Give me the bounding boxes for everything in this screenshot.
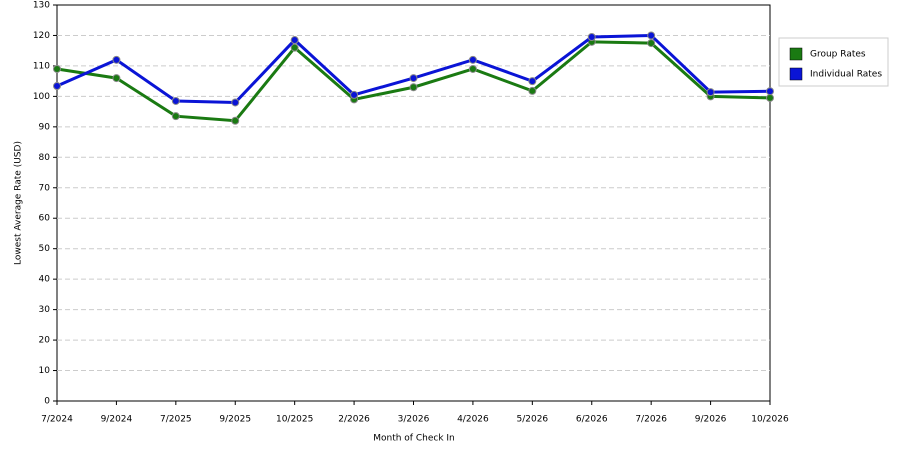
x-tick-label: 2/2026 bbox=[338, 415, 370, 425]
data-point bbox=[766, 93, 774, 102]
y-tick-label: 20 bbox=[39, 336, 51, 346]
data-point bbox=[53, 82, 61, 91]
data-point bbox=[706, 88, 715, 97]
data-point bbox=[409, 83, 418, 92]
data-point bbox=[171, 112, 180, 121]
data-point bbox=[231, 98, 240, 107]
x-tick-label: 7/2026 bbox=[635, 415, 667, 425]
y-tick-label: 80 bbox=[39, 153, 51, 163]
x-tick-label: 9/2026 bbox=[695, 415, 727, 425]
legend-swatch bbox=[789, 47, 803, 61]
data-point bbox=[528, 77, 537, 86]
plot-area bbox=[56, 4, 771, 402]
x-axis-title: Month of Check In bbox=[373, 434, 455, 444]
data-point bbox=[231, 116, 240, 125]
data-point bbox=[171, 96, 180, 105]
legend-label: Individual Rates bbox=[810, 70, 882, 80]
x-tick-label: 7/2024 bbox=[41, 415, 73, 425]
x-tick-label: 3/2026 bbox=[398, 415, 430, 425]
data-point bbox=[647, 39, 656, 48]
data-point bbox=[766, 87, 774, 96]
y-tick-label: 110 bbox=[33, 61, 50, 71]
y-tick-label: 30 bbox=[39, 305, 51, 315]
data-point bbox=[468, 64, 477, 73]
x-tick-label: 5/2026 bbox=[516, 415, 548, 425]
y-tick-label: 130 bbox=[33, 1, 50, 11]
data-point bbox=[468, 55, 477, 64]
y-tick-label: 60 bbox=[39, 214, 51, 224]
x-tick-label: 6/2026 bbox=[576, 415, 608, 425]
data-point bbox=[112, 55, 121, 64]
x-tick-label: 7/2025 bbox=[160, 415, 192, 425]
data-point bbox=[53, 64, 61, 73]
y-axis-title: Lowest Average Rate (USD) bbox=[14, 141, 24, 265]
y-tick-label: 120 bbox=[33, 31, 50, 41]
y-tick-label: 100 bbox=[33, 92, 50, 102]
data-point bbox=[350, 90, 359, 99]
y-tick-label: 10 bbox=[39, 366, 51, 376]
y-tick-label: 70 bbox=[39, 183, 51, 193]
data-point bbox=[528, 86, 537, 95]
data-point bbox=[409, 74, 418, 83]
y-tick-label: 40 bbox=[39, 275, 51, 285]
data-point bbox=[587, 32, 596, 41]
x-tick-label: 10/2026 bbox=[751, 415, 789, 425]
data-point bbox=[112, 74, 121, 83]
legend-label: Group Rates bbox=[810, 50, 866, 60]
legend-swatch bbox=[789, 67, 803, 81]
x-tick-label: 9/2024 bbox=[101, 415, 133, 425]
y-tick-label: 90 bbox=[39, 122, 51, 132]
data-point bbox=[290, 36, 299, 45]
data-point bbox=[647, 31, 656, 40]
y-tick-label: 50 bbox=[39, 244, 51, 254]
x-tick-label: 4/2026 bbox=[457, 415, 489, 425]
y-tick-label: 0 bbox=[44, 397, 50, 407]
x-tick-label: 9/2025 bbox=[219, 415, 251, 425]
x-tick-label: 10/2025 bbox=[276, 415, 313, 425]
data-point bbox=[290, 43, 299, 52]
